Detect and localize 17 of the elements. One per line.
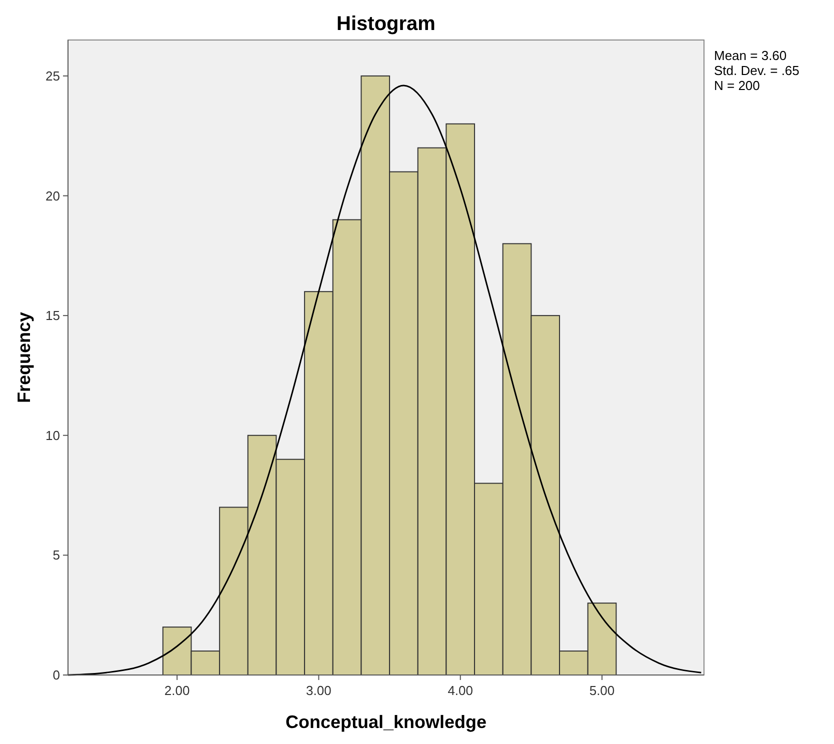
text: Mean = 3.60 <box>714 48 787 63</box>
x-axis-title: Conceptual_knowledge <box>285 712 487 732</box>
line-series <box>67 84 702 676</box>
y-tick-label: 0 <box>52 668 60 683</box>
y-tick-label: 25 <box>46 68 60 84</box>
text: Std. Dev. = .65 <box>714 63 800 78</box>
y-tick-label: 5 <box>52 548 60 563</box>
y-axis-title: Frequency <box>14 312 34 404</box>
chart-title: Histogram <box>336 13 436 35</box>
text: N = 200 <box>714 78 760 93</box>
y-tick-label: 20 <box>46 188 60 204</box>
x-tick-label: 5.00 <box>589 683 615 698</box>
x-tick-label: 2.00 <box>164 683 190 698</box>
y-tick-label: 10 <box>46 428 60 443</box>
y-tick-label: 15 <box>46 308 60 324</box>
x-tick-label: 4.00 <box>448 683 474 698</box>
x-tick-label: 3.00 <box>306 683 332 698</box>
